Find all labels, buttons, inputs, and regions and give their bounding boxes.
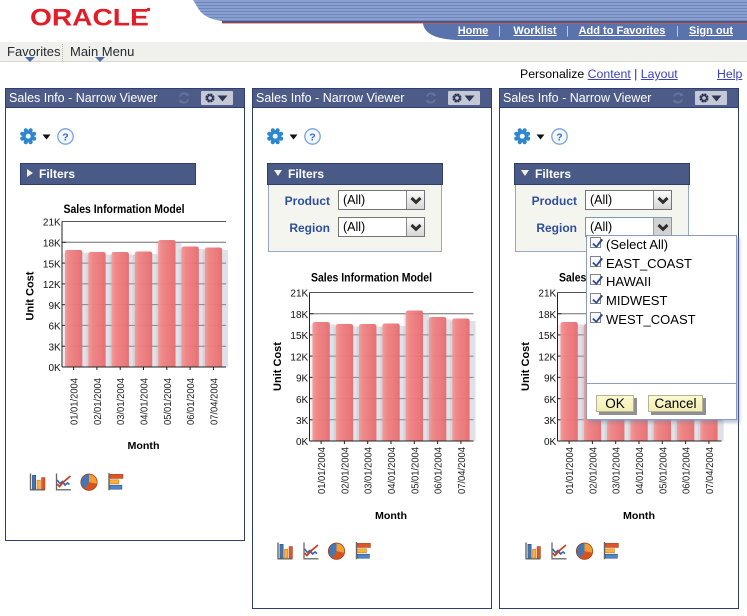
svg-text:18K: 18K: [290, 310, 308, 321]
svg-text:18K: 18K: [43, 239, 61, 250]
svg-text:04/01/2004: 04/01/2004: [387, 447, 398, 494]
svg-text:6K: 6K: [48, 322, 61, 333]
svg-text:9K: 9K: [296, 374, 309, 385]
svg-text:06/01/2004: 06/01/2004: [186, 378, 197, 425]
svg-text:15K: 15K: [290, 331, 308, 342]
svg-text:04/01/2004: 04/01/2004: [140, 378, 151, 425]
svg-text:15K: 15K: [538, 331, 556, 342]
svg-text:21K: 21K: [538, 289, 556, 300]
svg-text:0K: 0K: [296, 437, 309, 448]
svg-text:07/04/2004: 07/04/2004: [209, 378, 220, 425]
svg-text:06/01/2004: 06/01/2004: [434, 447, 445, 494]
svg-text:03/01/2004: 03/01/2004: [116, 378, 127, 425]
svg-text:12K: 12K: [43, 280, 61, 291]
svg-text:?: ?: [62, 131, 68, 143]
svg-text:Unit Cost: Unit Cost: [25, 271, 37, 320]
svg-text:Sales Information Model: Sales Information Model: [311, 271, 432, 285]
svg-text:3K: 3K: [296, 416, 309, 427]
svg-text:03/01/2004: 03/01/2004: [364, 447, 375, 494]
svg-text:21K: 21K: [43, 218, 61, 229]
svg-text:ORACLE: ORACLE: [30, 4, 149, 31]
svg-text:6K: 6K: [544, 395, 557, 406]
svg-text:12K: 12K: [290, 352, 308, 363]
svg-text:0K: 0K: [48, 363, 61, 374]
svg-text:02/01/2004: 02/01/2004: [588, 447, 599, 494]
svg-text:07/04/2004: 07/04/2004: [457, 447, 468, 494]
svg-text:Month: Month: [623, 510, 655, 522]
svg-text:0K: 0K: [544, 437, 557, 448]
svg-text:05/01/2004: 05/01/2004: [658, 447, 669, 494]
svg-text:?: ?: [556, 131, 562, 143]
svg-text:Month: Month: [375, 510, 407, 522]
svg-text:3K: 3K: [48, 342, 61, 353]
svg-text:06/01/2004: 06/01/2004: [682, 447, 693, 494]
svg-text:9K: 9K: [544, 374, 557, 385]
svg-text:05/01/2004: 05/01/2004: [410, 447, 421, 494]
svg-text:03/01/2004: 03/01/2004: [612, 447, 623, 494]
svg-text:02/01/2004: 02/01/2004: [340, 447, 351, 494]
svg-text:01/01/2004: 01/01/2004: [317, 447, 328, 494]
svg-text:Sales Information Model: Sales Information Model: [64, 202, 185, 216]
svg-text:3K: 3K: [544, 416, 557, 427]
svg-text:Unit Cost: Unit Cost: [272, 342, 284, 391]
svg-text:04/01/2004: 04/01/2004: [635, 447, 646, 494]
svg-text:Month: Month: [128, 440, 160, 452]
svg-text:05/01/2004: 05/01/2004: [163, 378, 174, 425]
svg-text:?: ?: [309, 131, 315, 143]
svg-text:15K: 15K: [43, 259, 61, 270]
svg-text:6K: 6K: [296, 395, 309, 406]
svg-text:Unit Cost: Unit Cost: [520, 342, 532, 391]
svg-text:18K: 18K: [538, 310, 556, 321]
svg-text:12K: 12K: [538, 352, 556, 363]
svg-text:9K: 9K: [48, 301, 61, 312]
svg-text:07/04/2004: 07/04/2004: [705, 447, 716, 494]
svg-text:01/01/2004: 01/01/2004: [565, 447, 576, 494]
svg-text:02/01/2004: 02/01/2004: [93, 378, 104, 425]
svg-text:21K: 21K: [290, 289, 308, 300]
svg-text:01/01/2004: 01/01/2004: [70, 378, 81, 425]
